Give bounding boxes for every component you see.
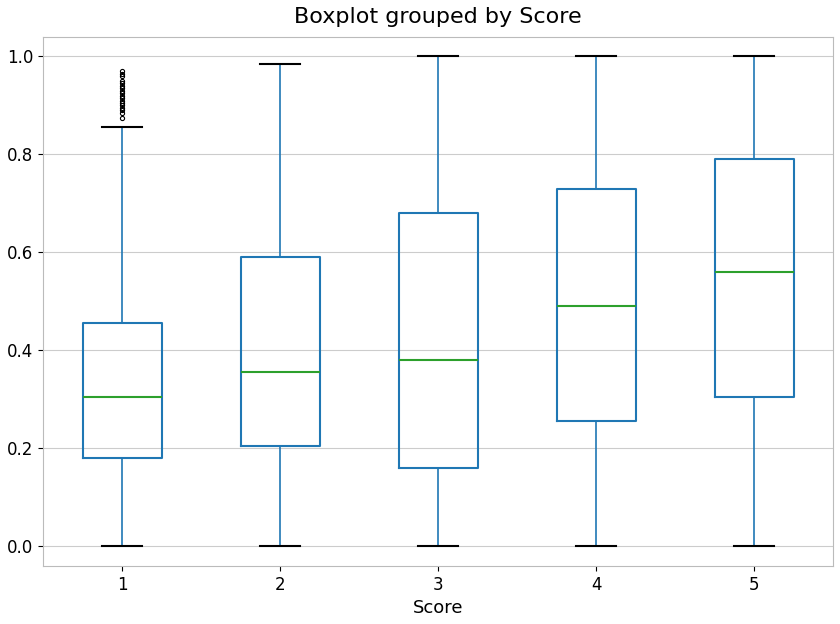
Title: Boxplot grouped by Score: Boxplot grouped by Score	[294, 7, 582, 27]
X-axis label: Score: Score	[412, 599, 464, 617]
